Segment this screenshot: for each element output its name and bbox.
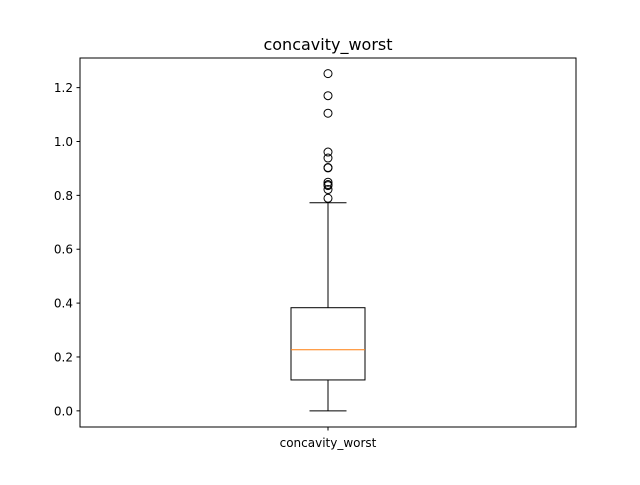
- outlier-point: [323, 193, 333, 203]
- outlier-point: [323, 177, 333, 187]
- y-tick-label: 1.0: [54, 135, 73, 149]
- chart-title: concavity_worst: [263, 35, 392, 55]
- outlier-group: [323, 69, 333, 203]
- outlier-point: [323, 108, 333, 118]
- outlier-point: [323, 69, 333, 79]
- y-tick-label: 0.4: [54, 297, 73, 311]
- x-axis: concavity_worst: [280, 427, 377, 450]
- iqr-box: [290, 307, 366, 381]
- y-tick-label: 0.2: [54, 350, 73, 364]
- outlier-point: [323, 185, 333, 195]
- y-axis: 0.0 0.2 0.4 0.6 0.8 1.0 1.2: [54, 81, 80, 418]
- outlier-point: [323, 147, 333, 157]
- y-tick-label: 0.6: [54, 243, 73, 257]
- y-tick-label: 1.2: [54, 81, 73, 95]
- outlier-point: [323, 180, 333, 190]
- outlier-point: [323, 163, 333, 173]
- outlier-point: [323, 91, 333, 101]
- y-tick-label: 0.8: [54, 189, 73, 203]
- y-tick-label: 0.0: [54, 404, 73, 418]
- x-tick-label: concavity_worst: [280, 436, 377, 450]
- outlier-point: [323, 153, 333, 163]
- box-group: [290, 202, 366, 412]
